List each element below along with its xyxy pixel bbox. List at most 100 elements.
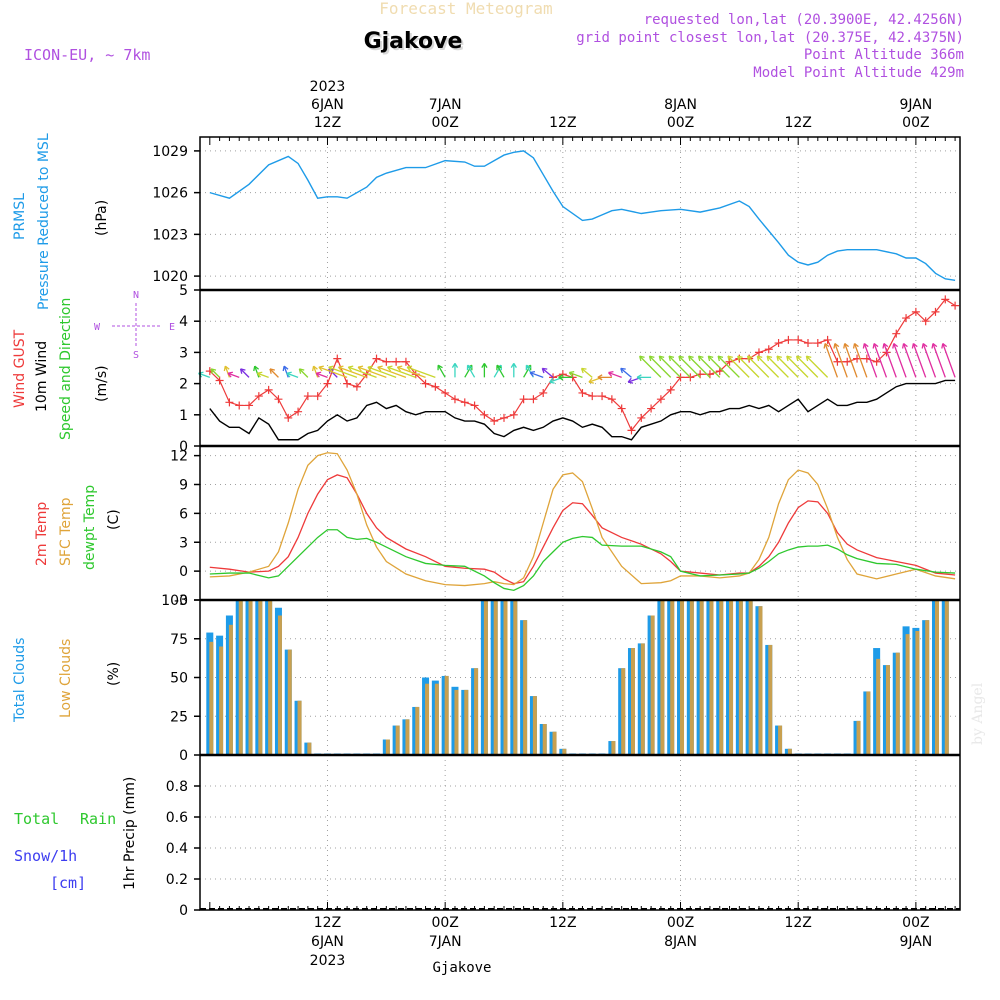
low-cloud-bar bbox=[925, 620, 930, 755]
low-cloud-bar bbox=[238, 600, 243, 755]
label-sfc-temp: SFC Temp bbox=[58, 497, 74, 566]
wind-arrow-head bbox=[892, 343, 899, 349]
compass-north: N bbox=[133, 290, 139, 301]
y-tick-label: 5 bbox=[179, 283, 188, 299]
wind-direction-arrow bbox=[254, 365, 260, 378]
low-cloud-bar bbox=[787, 748, 792, 755]
wind-direction-arrow bbox=[727, 355, 750, 378]
low-cloud-bar bbox=[876, 658, 881, 755]
x-label-bottom: 8JAN bbox=[664, 934, 697, 950]
gust-marker bbox=[637, 413, 646, 422]
low-cloud-bar bbox=[778, 725, 783, 755]
wind-arrow-head bbox=[227, 371, 233, 378]
gust-marker bbox=[245, 401, 254, 410]
gust-marker bbox=[764, 345, 773, 354]
wind-direction-arrow bbox=[707, 355, 731, 378]
wind-direction-arrow bbox=[747, 355, 770, 378]
wind-arrow-head bbox=[541, 367, 548, 374]
wind-arrow-head bbox=[756, 355, 763, 362]
wind-arrow-head bbox=[921, 343, 928, 349]
x-label-top: 00Z bbox=[902, 115, 929, 131]
wind-arrow-head bbox=[223, 365, 230, 372]
wind-direction-arrow bbox=[737, 355, 760, 378]
low-cloud-bar bbox=[248, 600, 253, 755]
wind-arrow-head bbox=[387, 365, 393, 372]
wind-arrow-head bbox=[318, 365, 324, 372]
wind-arrow-head bbox=[286, 371, 292, 378]
wind-arrow-head bbox=[311, 365, 318, 372]
gust-marker bbox=[480, 410, 489, 419]
wind-direction-arrow bbox=[240, 368, 250, 378]
x-label-top: 6JAN bbox=[311, 97, 344, 113]
wind-direction-arrow bbox=[942, 343, 956, 378]
wind-direction-arrow bbox=[467, 364, 476, 378]
gust-marker bbox=[401, 357, 410, 366]
gust-marker bbox=[392, 357, 401, 366]
gust-marker bbox=[264, 385, 273, 394]
temp-dewpt-line bbox=[209, 529, 956, 592]
low-cloud-bar bbox=[405, 719, 410, 755]
low-cloud-bar bbox=[415, 706, 420, 755]
low-cloud-bar bbox=[905, 634, 910, 755]
y-tick-label: 0.4 bbox=[166, 841, 188, 857]
wind-direction-arrow bbox=[620, 367, 632, 378]
wind-direction-arrow bbox=[569, 371, 583, 378]
gust-marker bbox=[911, 307, 920, 316]
gust-marker bbox=[490, 417, 499, 426]
gust-marker bbox=[500, 413, 508, 422]
gust-marker bbox=[294, 407, 303, 416]
y-tick-label: 75 bbox=[170, 632, 188, 648]
gust-marker bbox=[804, 339, 812, 348]
wind-arrow-head bbox=[597, 374, 603, 381]
low-cloud-bar bbox=[209, 641, 214, 755]
label-precip-mm: 1hr Precip (mm) bbox=[122, 777, 138, 890]
wind-direction-arrow bbox=[688, 355, 711, 378]
wind-compass: N S W E bbox=[94, 290, 175, 361]
wind-direction-arrow bbox=[902, 343, 917, 378]
wind-arrow-head bbox=[737, 355, 743, 362]
gust-marker bbox=[588, 392, 597, 401]
x-label-bottom: 12Z bbox=[549, 915, 576, 931]
label-total: Total bbox=[14, 810, 59, 828]
wind-direction-arrow bbox=[367, 366, 397, 378]
label-cm: [cm] bbox=[50, 874, 86, 892]
wind-arrow-head bbox=[549, 377, 555, 384]
low-cloud-bar bbox=[895, 652, 900, 755]
low-cloud-bar bbox=[562, 748, 567, 755]
station-title-shadow: Gjakove bbox=[366, 31, 465, 56]
low-cloud-bar bbox=[934, 600, 939, 755]
wind-arrow-head bbox=[338, 365, 344, 372]
wind-direction-arrow bbox=[328, 368, 338, 378]
wind-arrow-head bbox=[707, 355, 714, 362]
requested-coords: requested lon,lat (20.3900E, 42.4256N) bbox=[644, 12, 964, 28]
gust-marker bbox=[578, 388, 587, 397]
wind-direction-arrow bbox=[529, 371, 544, 378]
wind-direction-arrow bbox=[649, 355, 672, 378]
y-tick-label: 3 bbox=[179, 345, 188, 361]
wind-direction-arrow bbox=[805, 355, 829, 378]
label-2m-temp: 2m Temp bbox=[34, 502, 50, 566]
wind-arrow-head bbox=[328, 365, 334, 372]
wind-direction-arrow bbox=[717, 355, 740, 378]
low-cloud-bar bbox=[670, 600, 675, 755]
wind-arrow-head bbox=[396, 365, 403, 372]
wind-arrow-head bbox=[496, 364, 502, 371]
y-tick-label: 1023 bbox=[152, 227, 188, 243]
low-cloud-bar bbox=[258, 600, 263, 755]
low-cloud-bar bbox=[650, 615, 655, 755]
x-label-top: 8JAN bbox=[664, 97, 697, 113]
label-low-clouds: Low Clouds bbox=[58, 639, 74, 718]
gust-marker bbox=[352, 382, 361, 391]
low-cloud-bar bbox=[680, 600, 685, 755]
point-altitude: Point Altitude 366m bbox=[804, 47, 964, 63]
precip-labels: Total Rain Snow/1h [cm] 1hr Precip (mm) bbox=[14, 777, 138, 892]
gust-marker bbox=[666, 385, 675, 394]
wind-arrow-head bbox=[843, 343, 850, 349]
gust-marker bbox=[254, 392, 263, 401]
wind-direction-arrow bbox=[377, 366, 407, 378]
y-tick-label: 1 bbox=[179, 408, 188, 424]
gust-marker bbox=[323, 379, 332, 388]
y-tick-label: 1026 bbox=[152, 186, 188, 202]
plot-area: 1020102310261029012345-30369120255075100… bbox=[152, 79, 961, 969]
wind-arrow-head bbox=[437, 364, 443, 371]
